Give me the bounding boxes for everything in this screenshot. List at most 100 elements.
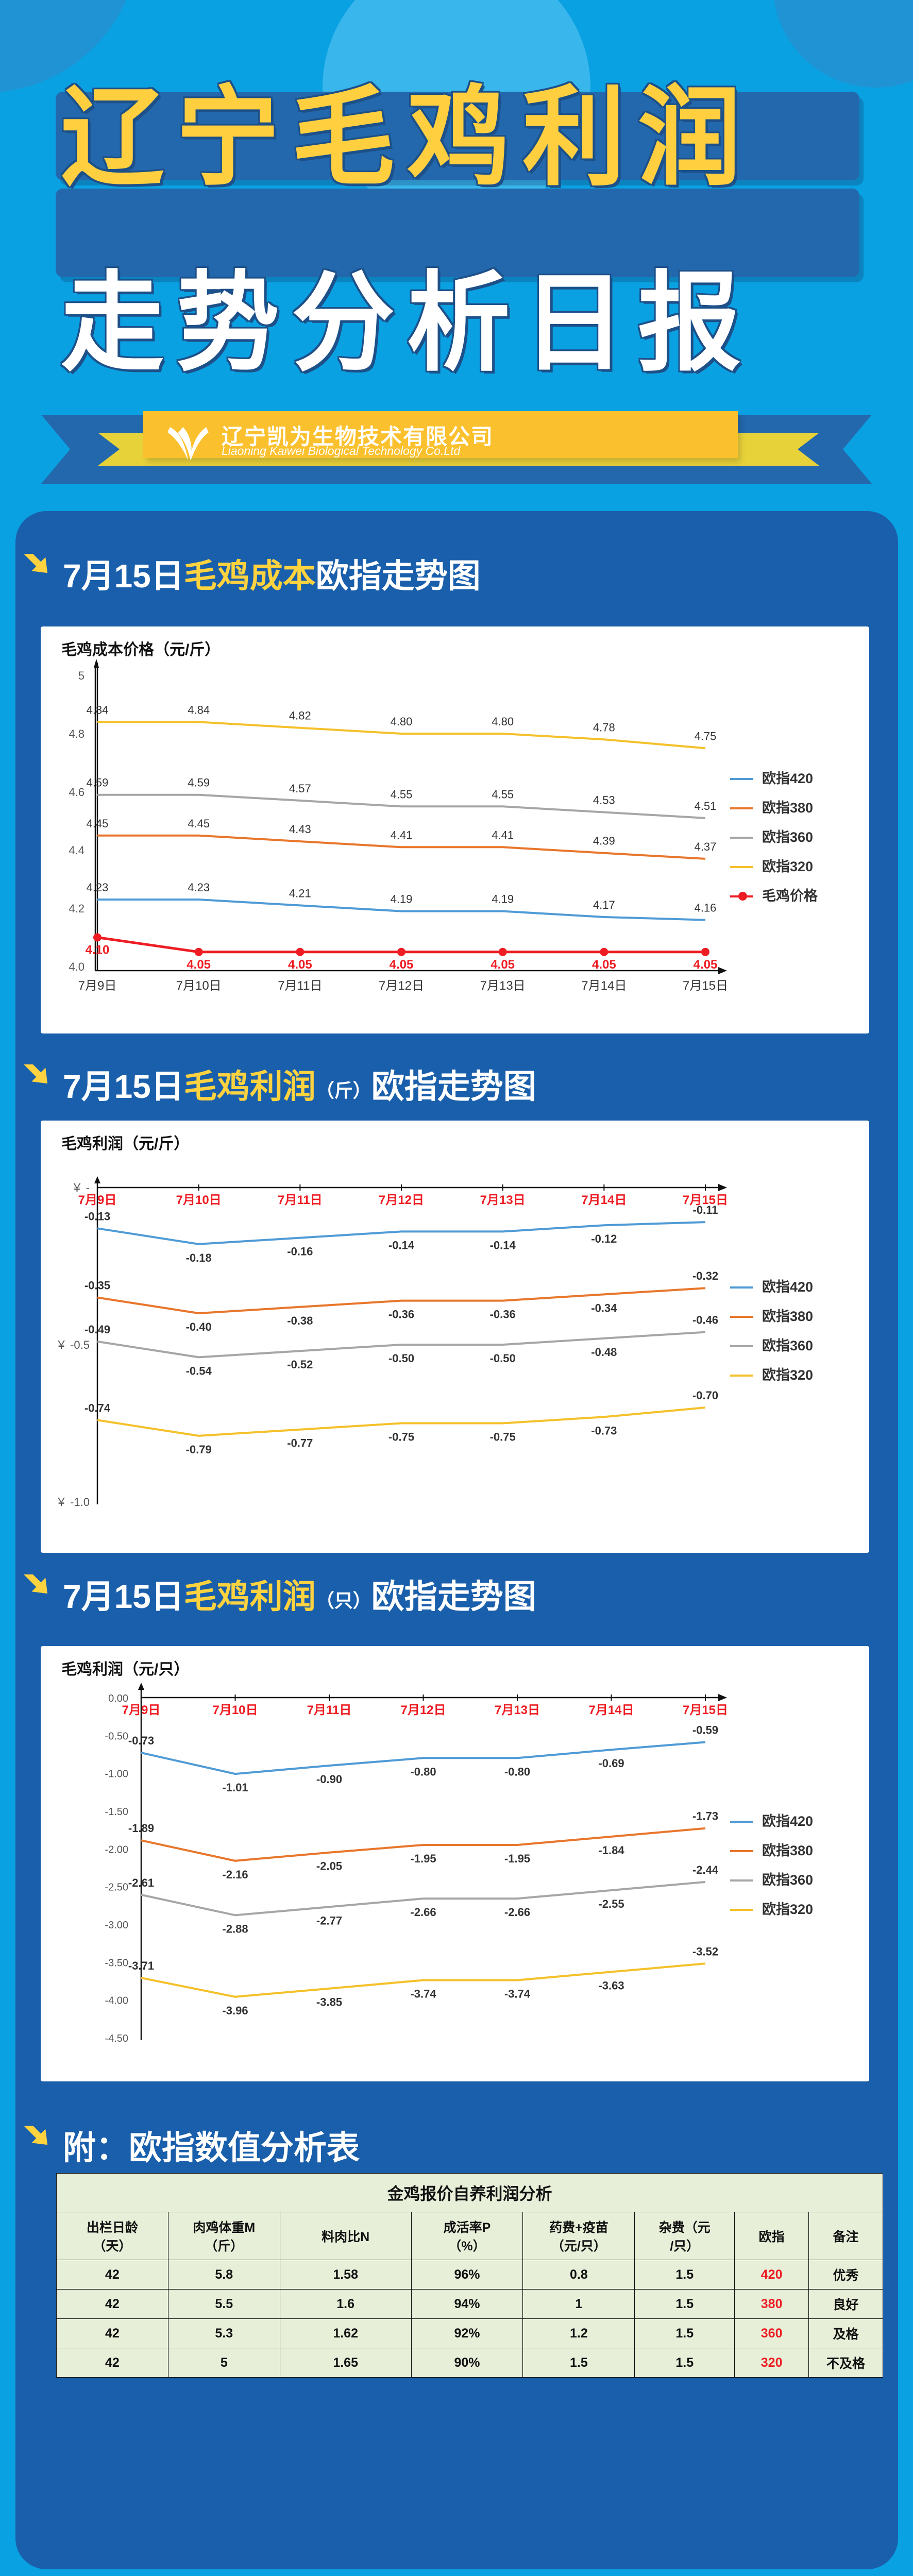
svg-text:7月12日: 7月12日 <box>379 1193 424 1207</box>
svg-text:4.75: 4.75 <box>695 730 717 742</box>
svg-text:￥ -: ￥ - <box>72 1181 90 1194</box>
svg-text:-0.75: -0.75 <box>490 1431 516 1444</box>
svg-text:7月11日: 7月11日 <box>278 1193 323 1207</box>
svg-text:4.84: 4.84 <box>87 703 109 716</box>
svg-text:7月15日: 7月15日 <box>683 1703 728 1717</box>
svg-text:4.05: 4.05 <box>491 958 515 972</box>
svg-text:-0.80: -0.80 <box>504 1765 530 1778</box>
svg-text:-0.75: -0.75 <box>388 1431 414 1444</box>
svg-text:7月14日: 7月14日 <box>588 1703 634 1717</box>
svg-text:-1.01: -1.01 <box>222 1781 248 1794</box>
svg-text:7月15日: 7月15日 <box>683 979 728 993</box>
svg-text:-0.35: -0.35 <box>84 1279 110 1292</box>
svg-text:-2.44: -2.44 <box>692 1863 719 1876</box>
svg-text:7月14日: 7月14日 <box>581 1193 627 1207</box>
svg-text:毛鸡成本价格（元/斤）: 毛鸡成本价格（元/斤） <box>61 641 220 658</box>
svg-text:-0.46: -0.46 <box>692 1314 718 1327</box>
svg-text:-3.74: -3.74 <box>410 1988 436 2001</box>
svg-text:-2.61: -2.61 <box>128 1876 154 1889</box>
svg-text:4.21: 4.21 <box>289 887 311 900</box>
svg-text:-1.95: -1.95 <box>504 1852 530 1865</box>
svg-text:7月9日: 7月9日 <box>78 1193 117 1207</box>
svg-text:0.00: 0.00 <box>108 1693 128 1704</box>
svg-text:-0.14: -0.14 <box>388 1239 415 1251</box>
svg-text:4.17: 4.17 <box>593 899 615 911</box>
svg-text:-2.88: -2.88 <box>222 1922 248 1935</box>
svg-text:-0.34: -0.34 <box>591 1301 617 1314</box>
svg-text:7月13日: 7月13日 <box>495 1703 540 1717</box>
svg-text:7月11日: 7月11日 <box>307 1703 352 1717</box>
svg-text:4.05: 4.05 <box>390 958 414 972</box>
svg-text:4.43: 4.43 <box>289 823 311 836</box>
svg-text:-2.50: -2.50 <box>105 1882 128 1893</box>
svg-text:4.10: 4.10 <box>86 943 110 957</box>
svg-text:-0.73: -0.73 <box>128 1734 154 1747</box>
svg-text:4.55: 4.55 <box>391 788 413 801</box>
svg-text:-3.52: -3.52 <box>692 1945 718 1958</box>
svg-text:7月10日: 7月10日 <box>212 1703 258 1717</box>
svg-text:-0.36: -0.36 <box>490 1308 516 1321</box>
svg-text:4.39: 4.39 <box>593 835 615 848</box>
svg-text:4.19: 4.19 <box>492 893 514 906</box>
svg-text:-1.73: -1.73 <box>692 1810 718 1823</box>
svg-text:-0.50: -0.50 <box>388 1352 414 1365</box>
svg-text:7月11日: 7月11日 <box>278 979 322 993</box>
svg-text:7月14日: 7月14日 <box>581 979 627 993</box>
svg-text:4.53: 4.53 <box>593 794 615 807</box>
svg-text:-0.16: -0.16 <box>287 1245 313 1258</box>
svg-text:4.55: 4.55 <box>492 788 514 801</box>
svg-text:-0.90: -0.90 <box>316 1773 342 1786</box>
svg-text:-0.52: -0.52 <box>287 1358 313 1371</box>
svg-text:-1.95: -1.95 <box>410 1852 436 1865</box>
svg-text:-0.54: -0.54 <box>186 1364 212 1377</box>
svg-text:4.6: 4.6 <box>69 786 84 799</box>
svg-text:-0.70: -0.70 <box>692 1389 718 1402</box>
svg-text:4.05: 4.05 <box>592 958 616 972</box>
svg-text:-2.05: -2.05 <box>316 1860 342 1873</box>
svg-text:4.4: 4.4 <box>69 844 84 857</box>
svg-text:-0.69: -0.69 <box>598 1757 624 1770</box>
svg-text:-1.00: -1.00 <box>105 1769 128 1780</box>
svg-text:4.8: 4.8 <box>69 727 84 740</box>
svg-text:-0.59: -0.59 <box>692 1724 718 1737</box>
svg-text:-2.66: -2.66 <box>410 1906 436 1919</box>
svg-text:7月12日: 7月12日 <box>400 1703 446 1717</box>
svg-text:-2.66: -2.66 <box>504 1906 530 1919</box>
svg-text:4.80: 4.80 <box>391 715 413 728</box>
svg-text:-2.16: -2.16 <box>222 1868 248 1881</box>
svg-text:-2.77: -2.77 <box>316 1914 342 1927</box>
svg-text:7月12日: 7月12日 <box>379 979 424 993</box>
svg-text:4.59: 4.59 <box>87 776 109 789</box>
svg-text:4.84: 4.84 <box>188 703 210 716</box>
svg-text:4.05: 4.05 <box>288 958 312 972</box>
svg-text:-0.38: -0.38 <box>287 1314 313 1327</box>
svg-text:7月13日: 7月13日 <box>480 1193 526 1207</box>
svg-text:-0.48: -0.48 <box>591 1346 617 1359</box>
svg-text:-0.80: -0.80 <box>410 1765 436 1778</box>
svg-text:-2.00: -2.00 <box>105 1844 128 1855</box>
svg-text:-4.00: -4.00 <box>105 1995 128 2007</box>
svg-text:-3.00: -3.00 <box>105 1920 128 1931</box>
svg-text:-0.73: -0.73 <box>591 1424 617 1437</box>
svg-text:-1.50: -1.50 <box>105 1806 128 1818</box>
svg-text:4.05: 4.05 <box>187 958 211 972</box>
svg-text:-0.36: -0.36 <box>388 1308 414 1321</box>
svg-text:4.45: 4.45 <box>87 817 109 830</box>
svg-text:-0.49: -0.49 <box>84 1323 110 1336</box>
svg-text:4.23: 4.23 <box>188 881 210 894</box>
svg-text:7月10日: 7月10日 <box>176 1193 222 1207</box>
svg-text:-0.14: -0.14 <box>490 1239 516 1251</box>
svg-text:-1.89: -1.89 <box>128 1822 154 1835</box>
svg-text:-2.55: -2.55 <box>598 1897 624 1910</box>
svg-text:4.2: 4.2 <box>69 902 84 915</box>
svg-text:毛鸡利润（元/斤）: 毛鸡利润（元/斤） <box>61 1135 189 1153</box>
svg-text:4.0: 4.0 <box>69 960 84 973</box>
svg-text:4.45: 4.45 <box>188 817 210 830</box>
svg-text:-3.74: -3.74 <box>504 1988 531 2001</box>
svg-text:-0.50: -0.50 <box>490 1352 516 1365</box>
svg-text:4.05: 4.05 <box>694 958 718 972</box>
svg-text:-0.11: -0.11 <box>693 1204 718 1216</box>
svg-text:4.82: 4.82 <box>289 709 311 722</box>
svg-text:-1.84: -1.84 <box>598 1844 624 1857</box>
svg-text:-0.50: -0.50 <box>105 1731 128 1742</box>
